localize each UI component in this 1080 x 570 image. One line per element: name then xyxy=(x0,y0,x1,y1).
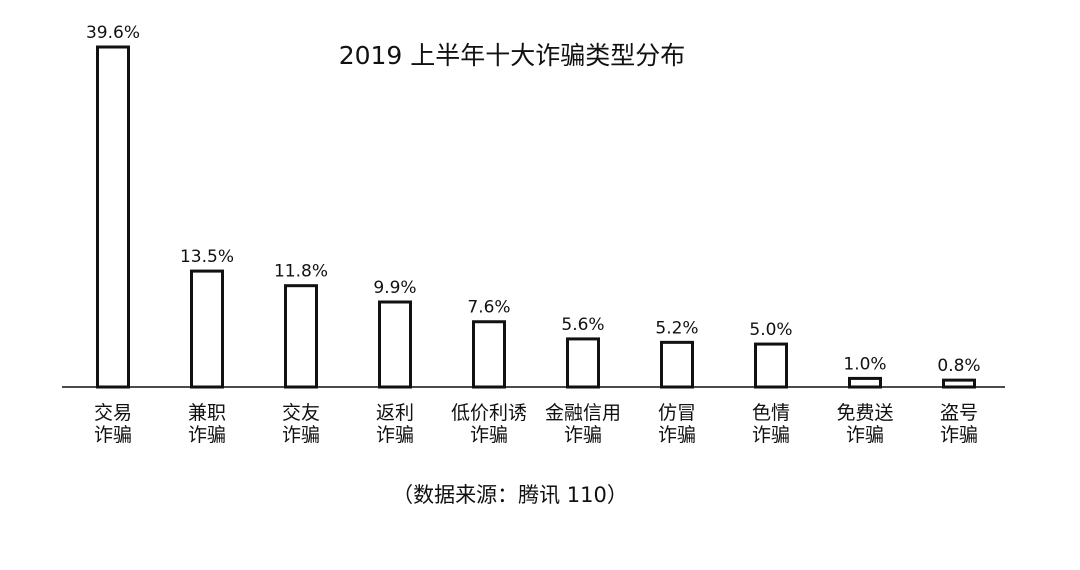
x-tick-label-line: 返利 xyxy=(376,402,414,424)
bar-value-label: 1.0% xyxy=(843,354,886,374)
x-tick-label-line: 诈骗 xyxy=(470,424,508,446)
x-tick-label-line: 交友 xyxy=(282,402,320,424)
bar xyxy=(942,378,976,389)
x-tick-label: 返利诈骗 xyxy=(376,402,414,446)
bar-value-label: 7.6% xyxy=(467,298,510,318)
x-tick-label-line: 免费送 xyxy=(836,402,893,424)
bar-value-label: 39.6% xyxy=(86,23,140,43)
source-note: （数据来源：腾讯 110） xyxy=(392,483,628,507)
bar-value-label: 5.2% xyxy=(655,318,698,338)
bar-value-label: 5.6% xyxy=(561,315,604,335)
x-tick-label-line: 仿冒 xyxy=(658,402,696,424)
bar xyxy=(566,337,600,389)
x-tick-label: 交易诈骗 xyxy=(94,402,132,446)
x-tick-label-line: 金融信用 xyxy=(545,402,621,424)
bar-value-label: 5.0% xyxy=(749,320,792,340)
bar-value-label: 13.5% xyxy=(180,247,234,267)
x-tick-label-line: 诈骗 xyxy=(94,424,132,446)
x-tick-label-line: 诈骗 xyxy=(846,424,884,446)
bars-group xyxy=(96,45,976,389)
x-tick-label-line: 兼职 xyxy=(188,402,226,424)
bar-value-label: 9.9% xyxy=(373,278,416,298)
x-tick-label-line: 低价利诱 xyxy=(451,402,527,424)
x-tick-label-line: 诈骗 xyxy=(376,424,414,446)
x-tick-label: 交友诈骗 xyxy=(282,402,320,446)
bar xyxy=(96,45,130,389)
x-tick-label: 色情诈骗 xyxy=(752,402,790,446)
bar xyxy=(754,342,788,389)
bar xyxy=(472,320,506,389)
x-tick-label-line: 诈骗 xyxy=(658,424,696,446)
x-tick-label: 兼职诈骗 xyxy=(188,402,226,446)
bar-value-label: 0.8% xyxy=(937,356,980,376)
x-tick-label: 免费送诈骗 xyxy=(836,402,893,446)
x-tick-label: 金融信用诈骗 xyxy=(545,402,621,446)
chart-title: 2019 上半年十大诈骗类型分布 xyxy=(339,41,686,70)
x-tick-label: 低价利诱诈骗 xyxy=(451,402,527,446)
bar xyxy=(660,340,694,389)
bar xyxy=(378,300,412,389)
x-tick-label: 仿冒诈骗 xyxy=(658,402,696,446)
bar xyxy=(190,269,224,389)
x-tick-label: 盗号诈骗 xyxy=(940,402,978,446)
bar xyxy=(284,284,318,389)
bar-value-label: 11.8% xyxy=(274,262,328,282)
x-tick-label-line: 盗号 xyxy=(940,402,978,424)
x-tick-labels-group: 交易诈骗兼职诈骗交友诈骗返利诈骗低价利诱诈骗金融信用诈骗仿冒诈骗色情诈骗免费送诈… xyxy=(94,402,978,446)
x-tick-label-line: 交易 xyxy=(94,402,132,424)
x-tick-label-line: 色情 xyxy=(752,402,790,424)
x-tick-label-line: 诈骗 xyxy=(188,424,226,446)
x-tick-label-line: 诈骗 xyxy=(940,424,978,446)
x-tick-label-line: 诈骗 xyxy=(282,424,320,446)
x-tick-label-line: 诈骗 xyxy=(752,424,790,446)
x-tick-label-line: 诈骗 xyxy=(564,424,602,446)
bar xyxy=(848,376,882,389)
value-labels-group: 39.6% 13.5% 11.8% 9.9% 7.6% 5.6% 5.2% 5.0% 1.0% 0… xyxy=(86,23,981,376)
